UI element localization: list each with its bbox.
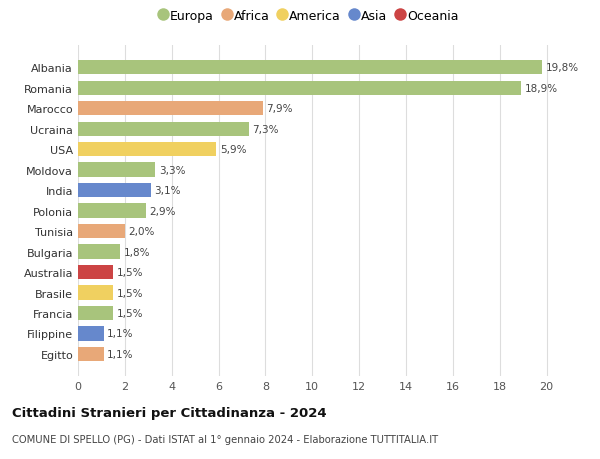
Text: 1,1%: 1,1%	[107, 349, 134, 359]
Text: 2,0%: 2,0%	[128, 227, 155, 236]
Bar	[78, 143, 216, 157]
Bar	[78, 163, 155, 178]
Bar	[78, 306, 113, 320]
Bar	[78, 286, 113, 300]
Text: 3,3%: 3,3%	[159, 165, 185, 175]
Bar	[78, 327, 104, 341]
Text: 5,9%: 5,9%	[220, 145, 246, 155]
Bar	[78, 265, 113, 280]
Text: 1,8%: 1,8%	[124, 247, 150, 257]
Bar	[78, 347, 104, 361]
Bar	[78, 184, 151, 198]
Text: 3,1%: 3,1%	[154, 186, 181, 196]
Legend: Europa, Africa, America, Asia, Oceania: Europa, Africa, America, Asia, Oceania	[156, 6, 463, 26]
Text: 7,3%: 7,3%	[253, 124, 279, 134]
Text: Cittadini Stranieri per Cittadinanza - 2024: Cittadini Stranieri per Cittadinanza - 2…	[12, 406, 326, 419]
Text: 1,5%: 1,5%	[116, 288, 143, 298]
Text: 1,1%: 1,1%	[107, 329, 134, 339]
Text: COMUNE DI SPELLO (PG) - Dati ISTAT al 1° gennaio 2024 - Elaborazione TUTTITALIA.: COMUNE DI SPELLO (PG) - Dati ISTAT al 1°…	[12, 434, 438, 444]
Text: 7,9%: 7,9%	[266, 104, 293, 114]
Bar	[78, 204, 146, 218]
Bar	[78, 245, 120, 259]
Text: 19,8%: 19,8%	[545, 63, 578, 73]
Text: 2,9%: 2,9%	[149, 206, 176, 216]
Text: 1,5%: 1,5%	[116, 268, 143, 277]
Text: 18,9%: 18,9%	[524, 84, 557, 94]
Bar	[78, 224, 125, 239]
Bar	[78, 61, 542, 75]
Text: 1,5%: 1,5%	[116, 308, 143, 319]
Bar	[78, 122, 249, 136]
Bar	[78, 102, 263, 116]
Bar	[78, 81, 521, 95]
